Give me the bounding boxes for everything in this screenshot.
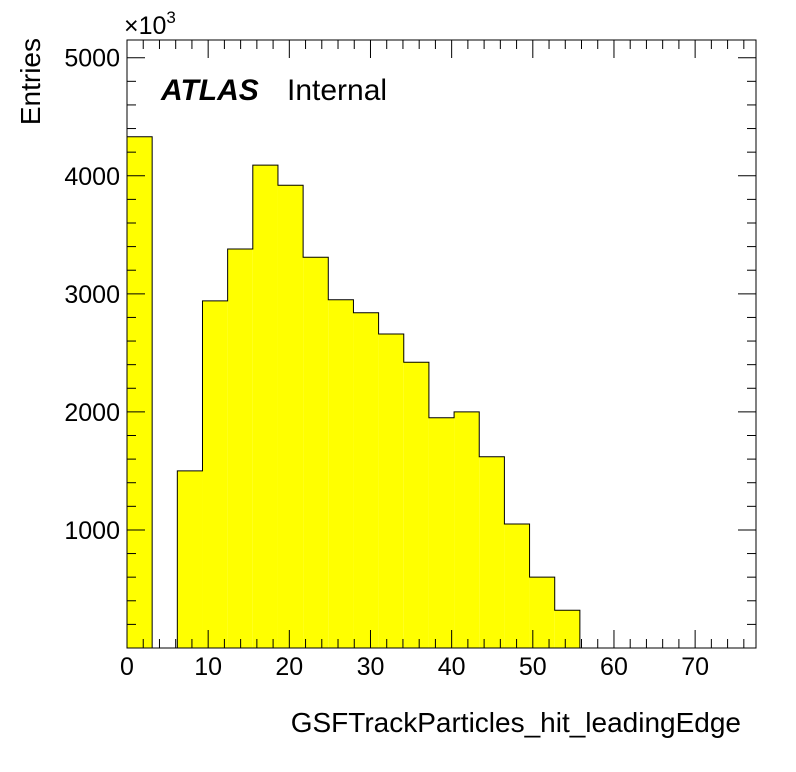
histogram-bar	[252, 165, 278, 648]
x-tick-label: 60	[600, 653, 628, 681]
histogram-bars	[126, 136, 581, 648]
y-tick-label: 5000	[64, 45, 120, 73]
x-tick-label: 20	[275, 653, 303, 681]
x-tick-label: 30	[357, 653, 385, 681]
atlas-label: ATLAS	[160, 74, 259, 107]
y-tick-label: 4000	[64, 163, 120, 191]
histogram-bar	[202, 300, 228, 648]
histogram-bar	[303, 257, 329, 648]
histogram-bar	[227, 248, 253, 648]
histogram-bar	[479, 456, 505, 648]
plot-frame	[126, 39, 757, 649]
y-tick-labels: 1000 2000 3000 4000 5000	[64, 45, 120, 545]
y-tick-label: 1000	[64, 517, 120, 545]
y-axis-title: Entries	[15, 38, 46, 125]
y-tick-label: 2000	[64, 399, 120, 427]
histogram-bar	[127, 136, 153, 648]
x-axis-ticks	[126, 40, 745, 648]
x-tick-label: 10	[194, 653, 222, 681]
x-tick-label: 0	[120, 653, 134, 681]
histogram-bar	[177, 470, 203, 648]
histogram-bar	[403, 362, 429, 648]
x-tick-labels: 0 10 20 30 40 50 60 70	[120, 653, 709, 681]
histogram-bar	[277, 185, 304, 648]
internal-label: Internal	[287, 74, 387, 107]
x-axis-title: GSFTrackParticles_hit_leadingEdge	[291, 707, 741, 738]
histogram-bar	[529, 577, 555, 648]
y-axis-multiplier: ×103	[124, 8, 176, 40]
y-tick-label: 3000	[64, 281, 120, 309]
x-tick-label: 70	[681, 653, 709, 681]
histogram-bar	[454, 411, 480, 648]
histogram-bar	[328, 299, 354, 648]
x-tick-label: 50	[519, 653, 547, 681]
y-axis-ticks	[127, 57, 756, 625]
histogram-bar	[428, 417, 455, 648]
x-tick-label: 40	[438, 653, 466, 681]
histogram-bar	[554, 610, 580, 648]
histogram-bar	[353, 312, 379, 648]
histogram-bar	[378, 333, 404, 648]
histogram-bar	[504, 524, 530, 648]
